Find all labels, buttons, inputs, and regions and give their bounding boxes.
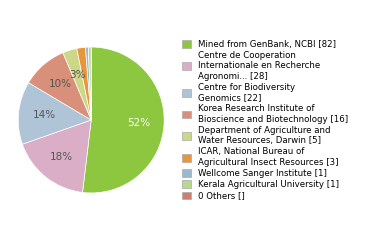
Text: 14%: 14% — [32, 110, 55, 120]
Wedge shape — [77, 47, 91, 120]
Wedge shape — [63, 48, 91, 120]
Text: 3%: 3% — [69, 70, 86, 80]
Text: 18%: 18% — [50, 152, 73, 162]
Wedge shape — [82, 47, 164, 193]
Wedge shape — [86, 47, 91, 120]
Text: 10%: 10% — [49, 79, 71, 89]
Wedge shape — [18, 83, 91, 144]
Text: 52%: 52% — [127, 118, 150, 128]
Wedge shape — [88, 47, 91, 120]
Wedge shape — [28, 53, 91, 120]
Legend: Mined from GenBank, NCBI [82], Centre de Cooperation
Internationale en Recherche: Mined from GenBank, NCBI [82], Centre de… — [182, 40, 348, 200]
Wedge shape — [22, 120, 91, 192]
